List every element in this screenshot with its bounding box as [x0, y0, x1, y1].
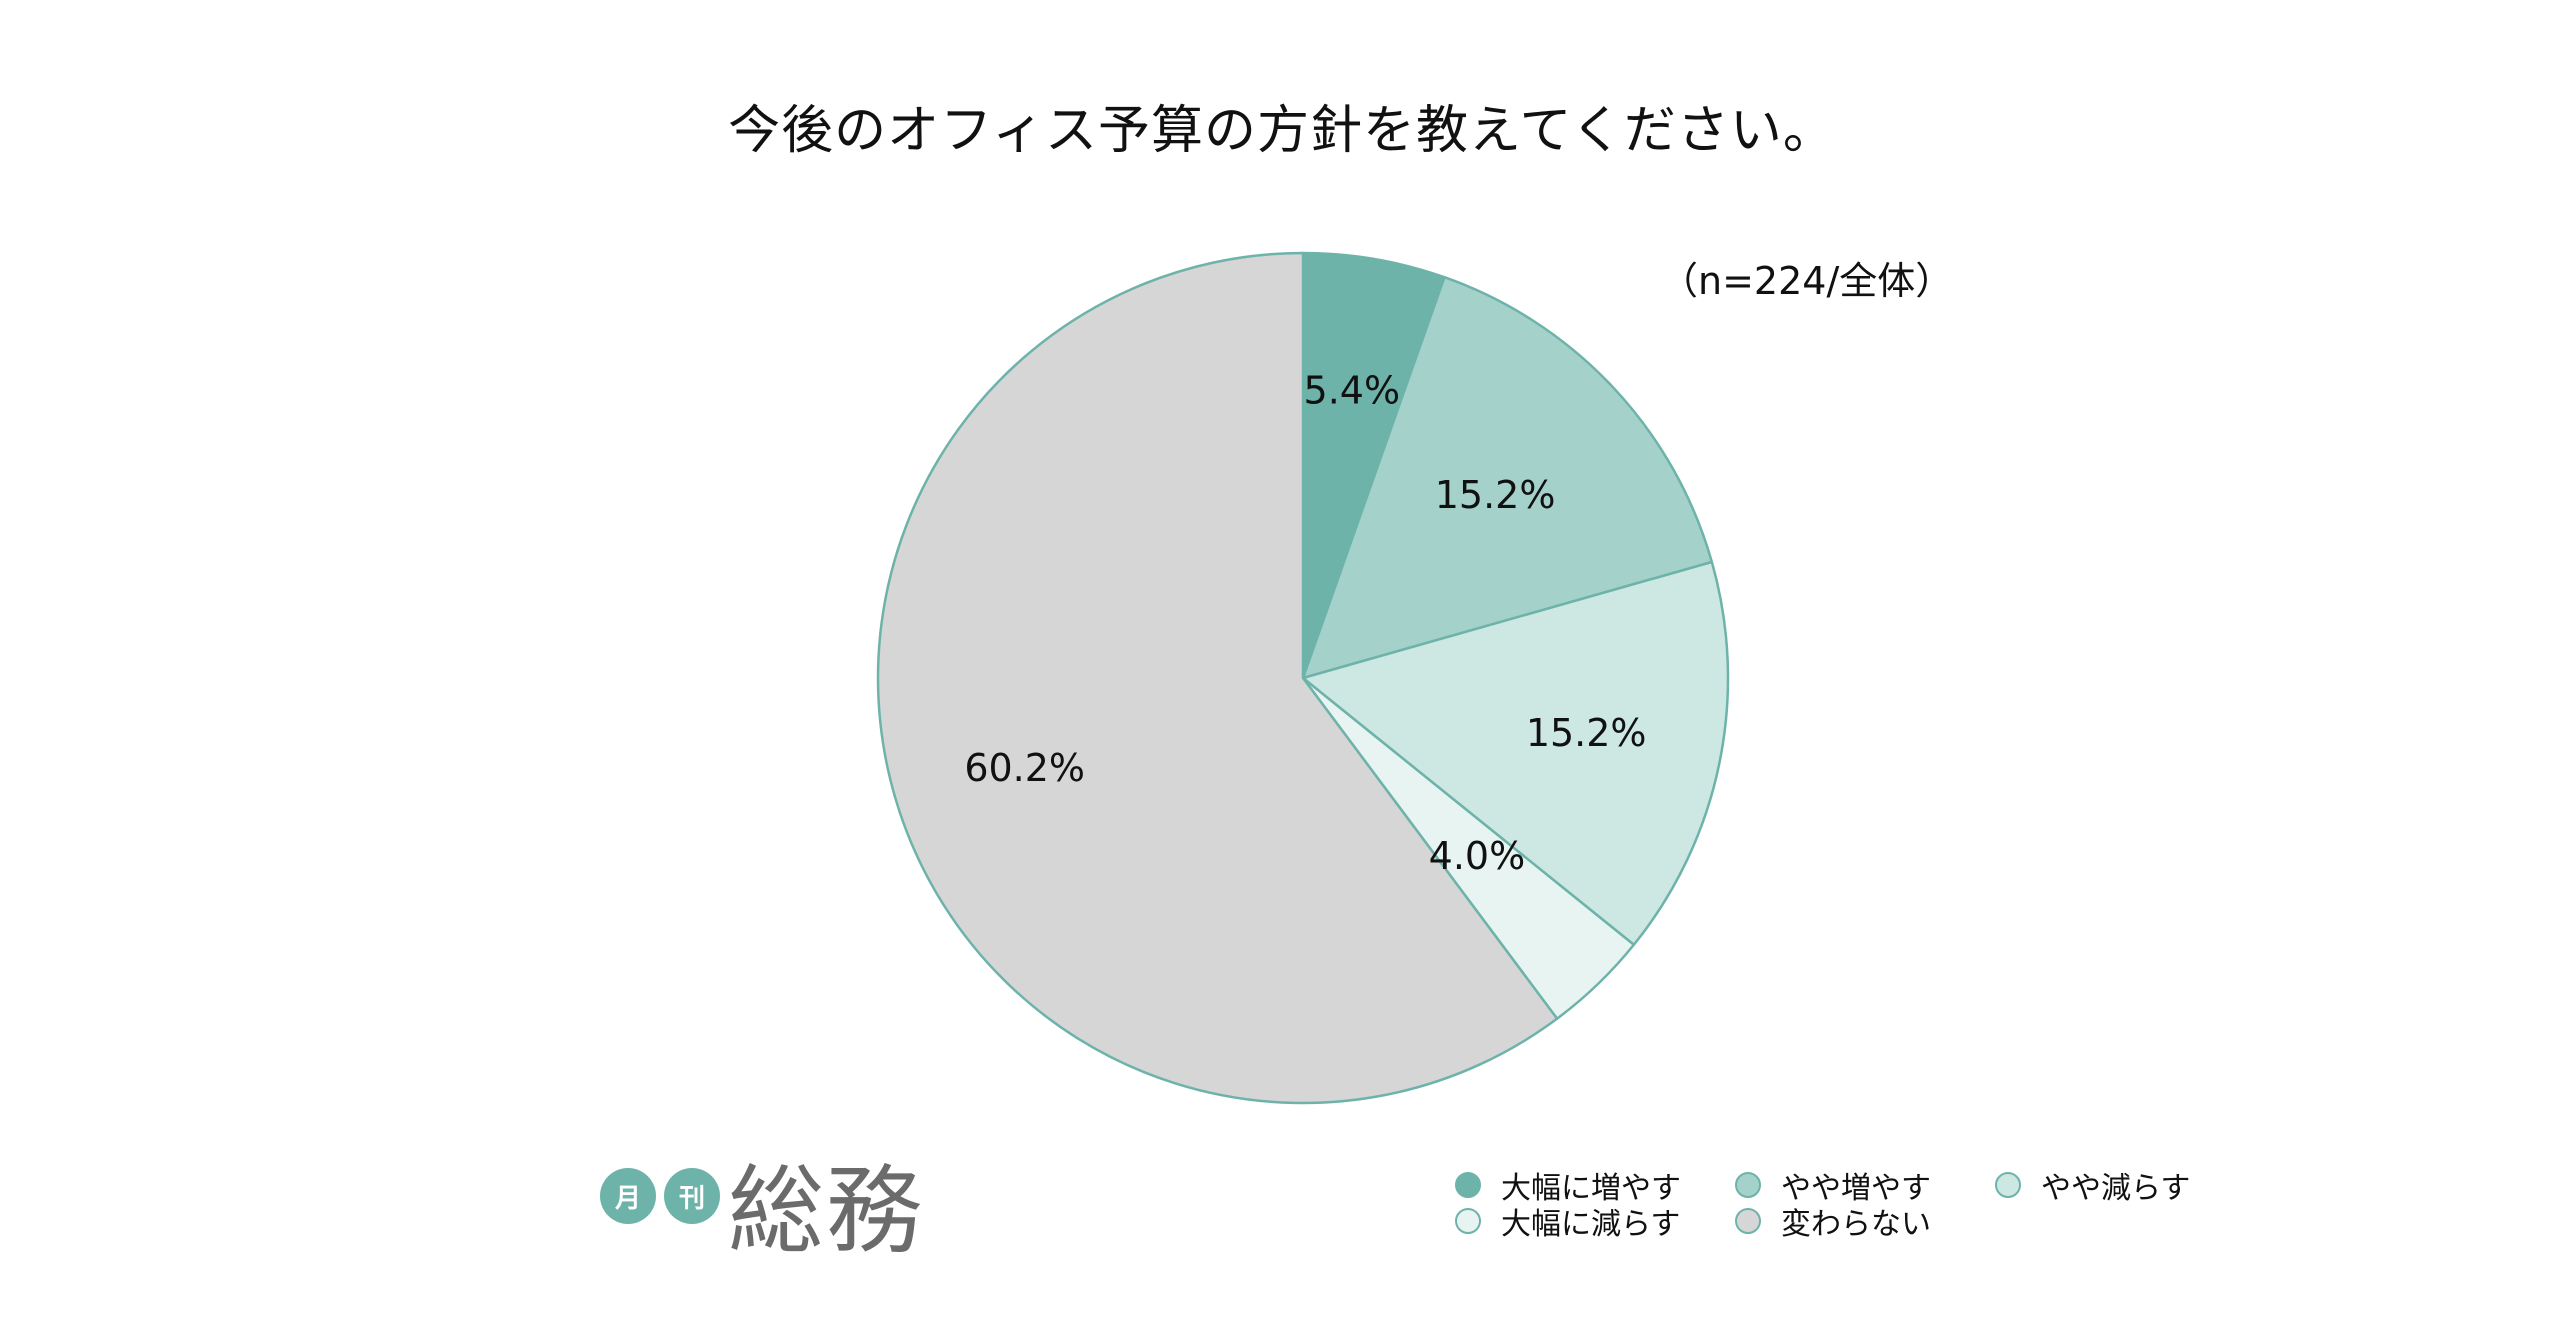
logo-badge-2: 刊 [664, 1168, 720, 1224]
pie-slices [876, 251, 1730, 1105]
legend-label-2: やや減らす [2041, 1171, 2191, 1206]
pie-slice-0 [1301, 251, 1446, 680]
pie-slice-1 [1301, 275, 1714, 680]
legend-swatch-0 [1455, 1172, 1481, 1198]
pie-slice-4 [876, 251, 1559, 1105]
legend-item-2: やや減らす [1995, 1168, 2190, 1206]
pie-data-label-0: 5.4% [1304, 369, 1401, 413]
chart-title: 今後のオフィス予算の方針を教えてください。 [728, 101, 1836, 161]
pie-data-label-3: 4.0% [1429, 834, 1526, 878]
legend-label-1: やや増やす [1781, 1171, 1931, 1206]
pie-data-label-1: 15.2% [1435, 473, 1556, 517]
legend-swatch-1 [1735, 1172, 1761, 1198]
legend-swatch-4 [1735, 1208, 1761, 1234]
legend-item-3: 大幅に減らす [1455, 1204, 1680, 1242]
pie-data-label-2: 15.2% [1526, 711, 1647, 755]
legend-item-1: やや増やす [1735, 1168, 1931, 1206]
pie-data-labels: 5.4% 15.2% 15.2% 4.0% 60.2% [964, 369, 1646, 878]
logo-badge-1: 月 [600, 1168, 656, 1224]
legend-swatch-3 [1455, 1208, 1481, 1234]
legend-label-0: 大幅に増やす [1501, 1171, 1681, 1206]
sample-size-note: （n=224/全体） [1660, 259, 1954, 303]
pie-slice-2 [1301, 560, 1730, 947]
logo-wordmark: 総務 [728, 1155, 924, 1267]
legend-swatch-2 [1995, 1172, 2021, 1198]
publication-logo: 月 刊 総務 [600, 1156, 922, 1266]
legend-label-3: 大幅に減らす [1501, 1207, 1681, 1242]
legend-item-0: 大幅に増やす [1455, 1168, 1681, 1206]
pie-data-label-4: 60.2% [964, 746, 1085, 790]
legend-label-4: 変わらない [1781, 1207, 1931, 1242]
legend-item-4: 変わらない [1735, 1204, 1931, 1242]
legend: 大幅に増やす やや増やす やや減らす 大幅に減らす 変わらない [1455, 1168, 2215, 1244]
